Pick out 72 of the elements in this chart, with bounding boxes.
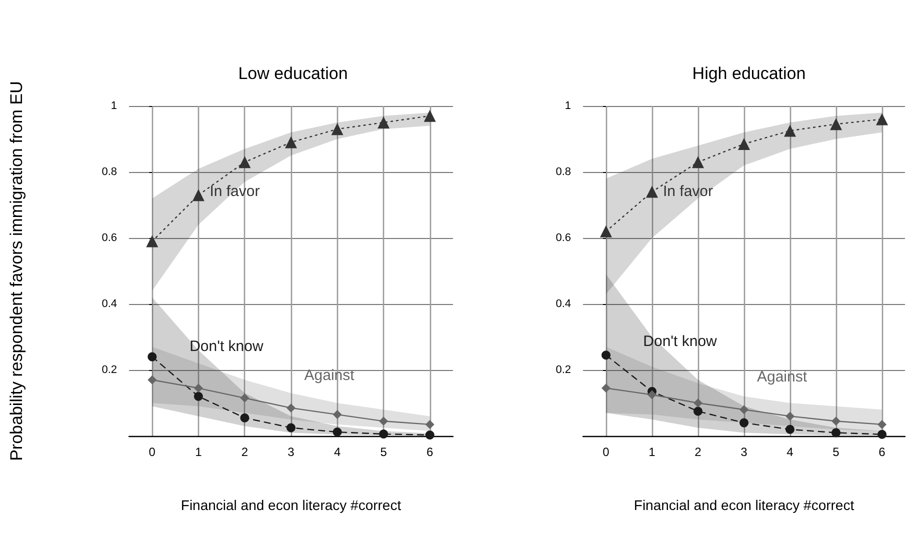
y-tick-label: 0.6 xyxy=(556,232,571,244)
x-tick-label: 6 xyxy=(426,445,434,459)
point xyxy=(646,186,658,198)
x-tick-label: 3 xyxy=(740,445,748,459)
point xyxy=(240,394,250,403)
y-tick-label: 0.8 xyxy=(556,166,571,178)
point xyxy=(238,156,251,168)
point xyxy=(332,410,342,420)
point xyxy=(740,418,748,428)
point xyxy=(146,235,158,248)
x-axis-title: Financial and econ literacy #correct xyxy=(180,497,402,513)
x-tick-label: 1 xyxy=(648,445,656,459)
y-tick-label: 0.2 xyxy=(556,364,571,376)
x-tick-label: 2 xyxy=(241,445,248,459)
point xyxy=(332,428,342,437)
point xyxy=(331,123,344,136)
x-tick-label: 6 xyxy=(878,445,886,459)
point xyxy=(240,413,250,422)
point xyxy=(194,392,203,401)
chart-title: Low education xyxy=(238,64,348,83)
x-tick-label: 2 xyxy=(694,445,702,459)
point xyxy=(878,430,886,439)
x-tick-label: 0 xyxy=(148,445,156,459)
series-label: In favor xyxy=(662,183,714,200)
point xyxy=(425,430,434,440)
x-tick-label: 5 xyxy=(832,445,840,459)
point xyxy=(878,420,886,429)
point xyxy=(600,225,612,238)
point xyxy=(876,113,888,126)
point xyxy=(194,384,203,393)
x-tick-label: 4 xyxy=(786,445,794,459)
chart-title: High education xyxy=(692,64,806,83)
point xyxy=(602,350,610,360)
point xyxy=(832,428,840,438)
point xyxy=(784,124,796,137)
point xyxy=(148,375,157,384)
point xyxy=(830,118,842,130)
point xyxy=(148,352,157,362)
point xyxy=(648,390,656,400)
x-axis-title: Financial and econ literacy #correct xyxy=(634,497,854,513)
y-axis-title: Probability respondent favors immigration from EU xyxy=(7,81,26,461)
point xyxy=(694,406,702,416)
point xyxy=(738,138,750,150)
point xyxy=(192,189,204,202)
point xyxy=(285,136,297,148)
point xyxy=(425,420,434,429)
series-label: In favor xyxy=(210,183,260,200)
y-tick-label: 0.4 xyxy=(102,298,117,310)
point xyxy=(786,412,794,421)
y-tick-label: 0.4 xyxy=(556,298,571,310)
y-tick-label: 0.8 xyxy=(102,166,117,178)
y-tick-label: 1 xyxy=(110,100,117,112)
point xyxy=(694,398,702,408)
x-tick-label: 5 xyxy=(380,445,388,459)
point xyxy=(379,416,388,426)
y-tick-label: 0.6 xyxy=(102,232,117,244)
point xyxy=(286,423,296,432)
point xyxy=(692,156,704,168)
x-tick-label: 0 xyxy=(602,445,610,459)
y-tick-label: 1 xyxy=(564,100,571,112)
y-tick-label: 0.2 xyxy=(102,364,117,376)
point xyxy=(286,403,296,412)
point xyxy=(602,384,610,393)
x-tick-label: 3 xyxy=(288,445,295,459)
point xyxy=(424,110,436,122)
point xyxy=(740,405,748,414)
point xyxy=(379,430,388,439)
x-tick-label: 4 xyxy=(334,445,341,459)
x-tick-label: 1 xyxy=(195,445,202,459)
series-label: Don't know xyxy=(190,338,264,355)
point xyxy=(786,424,794,434)
point xyxy=(832,416,840,426)
